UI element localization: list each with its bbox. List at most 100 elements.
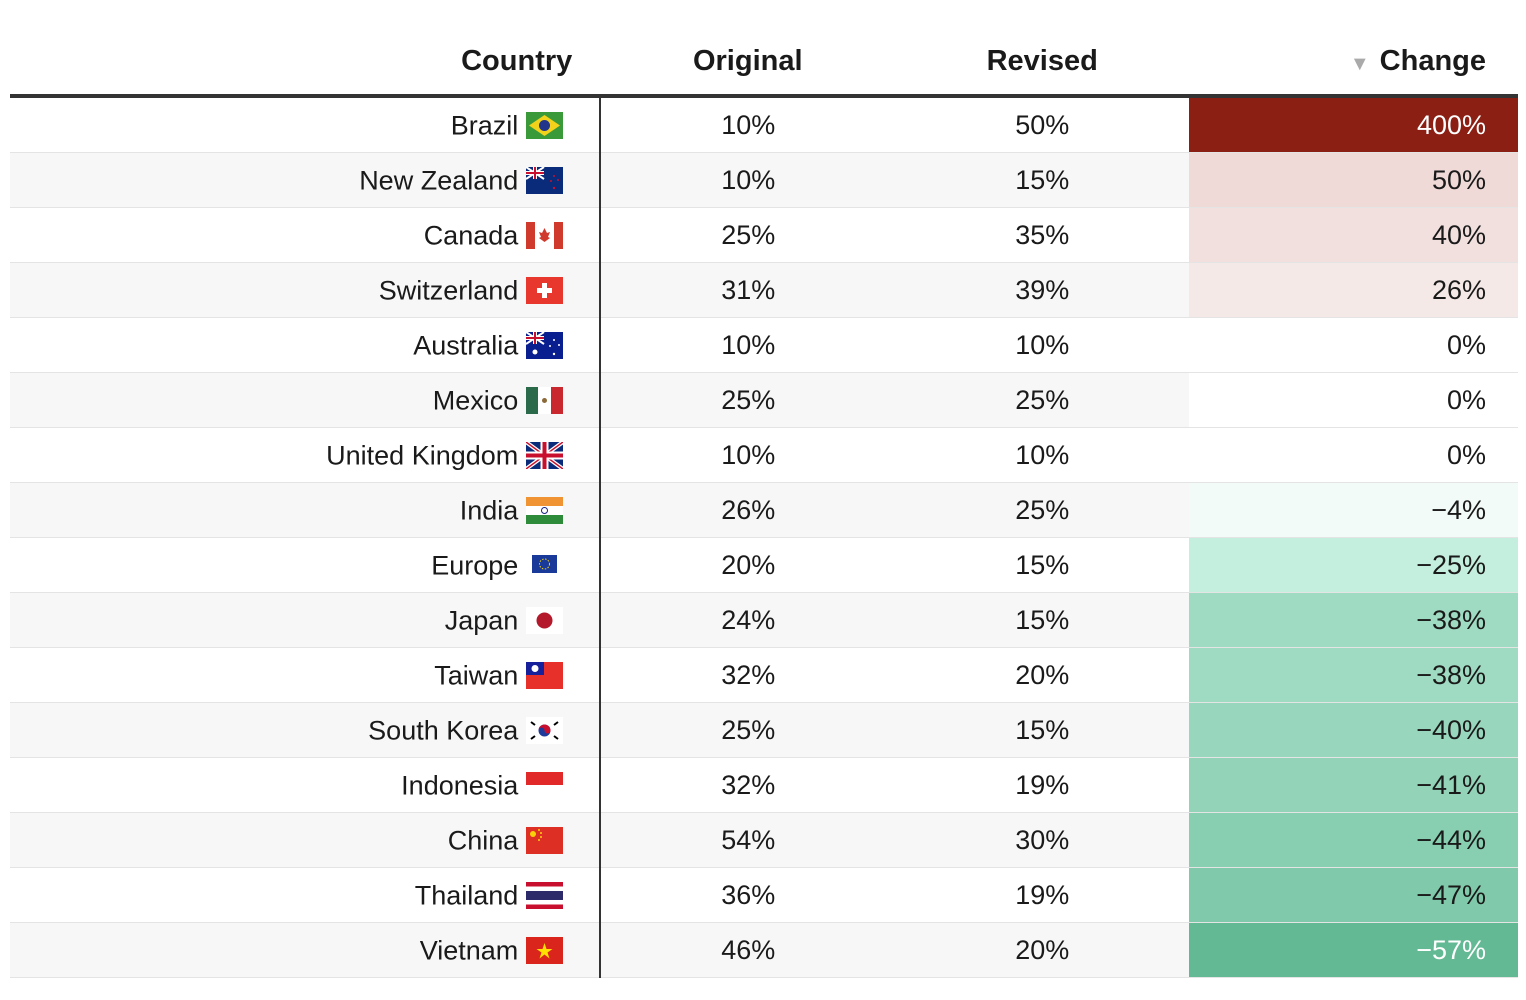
revised-cell: 50% [895, 96, 1190, 153]
revised-cell: 15% [895, 592, 1190, 648]
flag-in-icon [526, 497, 564, 525]
revised-cell: 20% [895, 647, 1190, 703]
country-cell: United Kingdom [10, 427, 602, 483]
country-name: Europe [431, 550, 519, 581]
country-cell: Canada [10, 207, 602, 263]
original-cell: 25% [600, 207, 896, 263]
country-cell: Indonesia [10, 757, 602, 813]
revised-cell: 10% [895, 317, 1190, 373]
table-row: Australia 10% 10% 0% [10, 317, 1518, 373]
country-name: Vietnam [419, 935, 519, 966]
original-cell: 25% [600, 372, 896, 428]
revised-cell: 35% [895, 207, 1190, 263]
change-cell: −4% [1189, 482, 1518, 538]
revised-cell: 25% [895, 482, 1190, 538]
country-name: Switzerland [378, 275, 519, 306]
country-name: Mexico [432, 385, 519, 416]
flag-vn-icon [526, 937, 564, 965]
header-original[interactable]: Original [600, 28, 896, 98]
change-cell: 0% [1189, 427, 1518, 483]
country-cell: Mexico [10, 372, 602, 428]
original-cell: 10% [600, 427, 896, 483]
original-cell: 25% [600, 702, 896, 758]
flag-br-icon [526, 112, 564, 140]
original-cell: 46% [600, 922, 896, 978]
country-name: China [447, 825, 519, 856]
change-cell: 0% [1189, 317, 1518, 373]
table-row: India 26% 25% −4% [10, 482, 1518, 538]
revised-cell: 30% [895, 812, 1190, 868]
country-cell: Vietnam [10, 922, 602, 978]
revised-cell: 10% [895, 427, 1190, 483]
revised-cell: 15% [895, 152, 1190, 208]
country-name: Canada [423, 220, 519, 251]
country-name: Japan [444, 605, 519, 636]
table-row: Japan 24% 15% −38% [10, 592, 1518, 648]
change-cell: 0% [1189, 372, 1518, 428]
country-cell: South Korea [10, 702, 602, 758]
change-cell: 26% [1189, 262, 1518, 318]
original-cell: 32% [600, 647, 896, 703]
country-name: South Korea [368, 715, 519, 746]
original-cell: 10% [600, 96, 896, 153]
flag-ca-icon [526, 222, 564, 250]
original-cell: 24% [600, 592, 896, 648]
header-revised[interactable]: Revised [895, 28, 1190, 98]
revised-cell: 39% [895, 262, 1190, 318]
flag-gb-icon [526, 442, 564, 470]
country-name: Indonesia [401, 770, 519, 801]
country-name: New Zealand [359, 165, 519, 196]
change-cell: −38% [1189, 647, 1518, 703]
revised-cell: 15% [895, 702, 1190, 758]
change-cell: 40% [1189, 207, 1518, 263]
flag-ch-icon [526, 277, 564, 305]
table-row: Canada 25% 35% 40% [10, 207, 1518, 263]
revised-cell: 15% [895, 537, 1190, 593]
flag-tw-icon [526, 662, 564, 690]
flag-mx-icon [526, 387, 564, 415]
revised-cell: 19% [895, 867, 1190, 923]
original-cell: 20% [600, 537, 896, 593]
country-name: India [459, 495, 519, 526]
change-cell: −38% [1189, 592, 1518, 648]
country-name: Brazil [450, 110, 519, 141]
table-row: Brazil 10% 50% 400% [10, 96, 1518, 153]
sort-down-icon: ▼ [1349, 52, 1370, 75]
original-cell: 26% [600, 482, 896, 538]
table-row: Europe 20% 15% −25% [10, 537, 1518, 593]
country-name: United Kingdom [326, 440, 519, 471]
original-cell: 32% [600, 757, 896, 813]
table-row: Thailand 36% 19% −47% [10, 867, 1518, 923]
country-name: Thailand [414, 880, 519, 911]
original-cell: 36% [600, 867, 896, 923]
original-cell: 54% [600, 812, 896, 868]
country-cell: New Zealand [10, 152, 602, 208]
table-row: United Kingdom 10% 10% 0% [10, 427, 1518, 483]
original-cell: 31% [600, 262, 896, 318]
country-cell: Switzerland [10, 262, 602, 318]
change-cell: −40% [1189, 702, 1518, 758]
change-cell: −25% [1189, 537, 1518, 593]
header-country[interactable]: Country [10, 28, 601, 98]
country-cell: India [10, 482, 602, 538]
change-cell: 400% [1189, 96, 1518, 153]
tariff-table: Country Original Revised ▼ Change Brazil … [10, 28, 1518, 978]
change-cell: −57% [1189, 922, 1518, 978]
country-cell: Brazil [10, 96, 602, 153]
country-cell: China [10, 812, 602, 868]
flag-kr-icon [526, 717, 564, 745]
table-row: Indonesia 32% 19% −41% [10, 757, 1518, 813]
revised-cell: 19% [895, 757, 1190, 813]
table-row: Taiwan 32% 20% −38% [10, 647, 1518, 703]
flag-au-icon [526, 332, 564, 360]
header-change[interactable]: ▼ Change [1189, 28, 1518, 98]
change-cell: −44% [1189, 812, 1518, 868]
country-cell: Japan [10, 592, 602, 648]
change-cell: −47% [1189, 867, 1518, 923]
table-row: Mexico 25% 25% 0% [10, 372, 1518, 428]
revised-cell: 20% [895, 922, 1190, 978]
table-row: Vietnam 46% 20% −57% [10, 922, 1518, 978]
flag-id-icon [526, 772, 564, 800]
table-row: South Korea 25% 15% −40% [10, 702, 1518, 758]
